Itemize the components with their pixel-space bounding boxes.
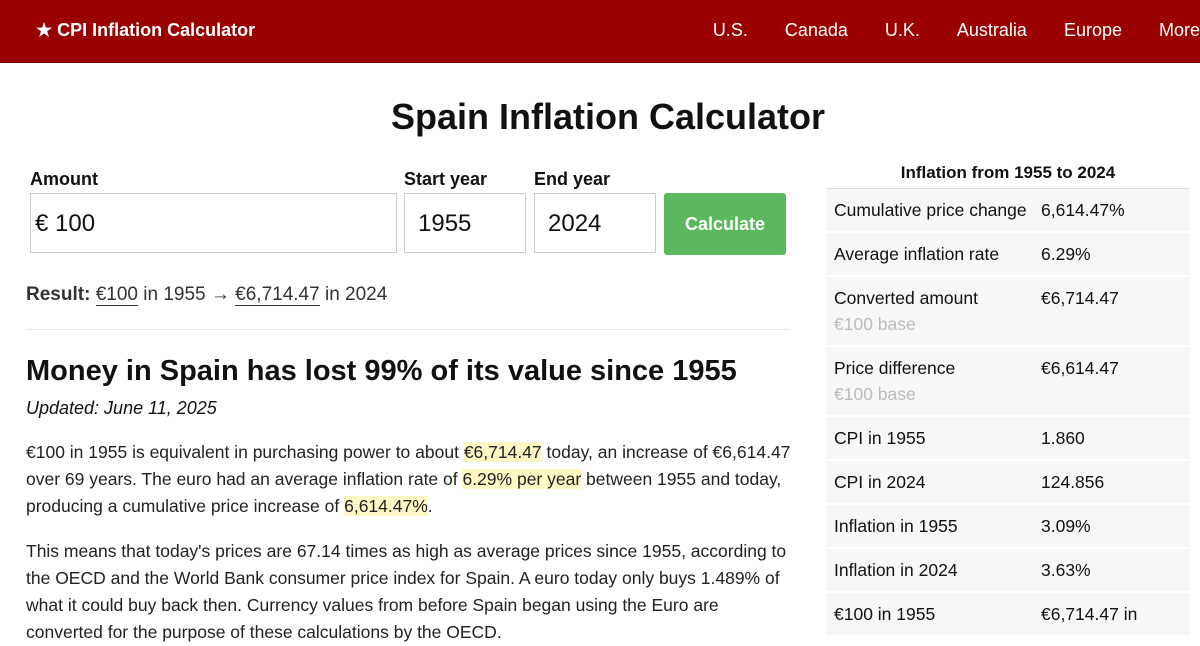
nav-link[interactable]: U.S. [712,20,748,40]
row-label-cell: Cumulative price change [834,197,1041,223]
row-value: 6.29% [1041,244,1091,264]
row-value: €6,614.47 [1041,358,1119,378]
highlight: €6,714.47 [463,442,542,462]
row-label: €100 in 1955 [834,604,936,624]
updated-date: Updated: June 11, 2025 [26,398,217,418]
row-value: €6,714.47 [1041,288,1119,308]
from-amount: €100 [95,284,138,306]
paragraph: €100 in 1955 is equivalent in purchasing… [26,439,792,520]
table-title: Inflation from 1955 to 2024 [826,163,1190,189]
text: €100 in 1955 is equivalent in purchasing… [26,442,464,462]
result: Result: €100 in 1955 → €6,714.47 in 2024 [26,284,387,306]
nav-link[interactable]: Canada [784,20,848,40]
highlight: 6,614.47% [344,496,428,516]
row-label: Converted amount [834,288,978,308]
result-label: Result: [26,284,91,305]
row-value: 1.860 [1041,428,1085,448]
row-label: Inflation in 1955 [834,516,958,536]
table-row: Inflation in 1955 3.09% [826,505,1190,549]
row-note: €100 base [834,384,916,404]
row-label: Cumulative price change [834,200,1027,220]
amount-value: 100 [55,210,96,237]
brand[interactable]: ★ CPI Inflation Calculator [36,20,256,40]
amount-label: Amount [30,169,98,189]
nav-bar: ★ CPI Inflation Calculator U.S. Canada U.K… [0,0,1200,63]
row-note: €100 base [834,314,916,334]
to-amount: €6,714.47 [235,284,320,306]
calculate-button[interactable]: Calculate [664,193,786,255]
row-label-cell: CPI in 1955 [834,425,1041,451]
amount-input[interactable]: € 100 [30,193,397,253]
row-label-cell: Inflation in 2024 [834,557,1041,583]
row-label-cell: Converted amount €100 base [834,285,1041,337]
table-row: Average inflation rate 6.29% [826,233,1190,277]
row-label-cell: €100 in 1955 [834,601,1041,627]
divider [26,329,790,330]
table-row: €100 in 1955 €6,714.47 in [826,593,1190,637]
row-value: 124.856 [1041,472,1105,492]
article-heading: Money in Spain has lost 99% of its value… [26,355,737,387]
row-value: 3.09% [1041,516,1091,536]
table-row: CPI in 1955 1.860 [826,417,1190,461]
row-value: 6,614.47% [1041,200,1125,220]
end-label: End year [534,169,611,189]
table-row: Converted amount €100 base €6,714.47 [826,277,1190,347]
row-label: Average inflation rate [834,244,1000,264]
row-label: Inflation in 2024 [834,560,958,580]
nav-link[interactable]: Australia [956,20,1027,40]
to-year: in 2024 [324,284,388,305]
table-row: Cumulative price change 6,614.47% [826,189,1190,233]
row-label-cell: Price difference €100 base [834,355,1041,407]
summary-table: Inflation from 1955 to 2024 Cumulative p… [826,163,1190,637]
currency: € [35,210,49,237]
table-row: Price difference €100 base €6,614.47 [826,347,1190,417]
page-title: Spain Inflation Calculator [390,96,826,137]
row-value: €6,714.47 in [1041,604,1138,624]
text: today, an increase of €6,614.47 over 69 … [26,442,791,489]
row-label-cell: CPI in 2024 [834,469,1041,495]
end-input[interactable]: 2024 [534,193,656,253]
table-body: Cumulative price change 6,614.47% Average … [826,189,1190,637]
row-label-cell: Average inflation rate [834,241,1041,267]
row-label: CPI in 1955 [834,428,926,448]
table-row: Inflation in 2024 3.63% [826,549,1190,593]
nav-link[interactable]: More [1158,20,1200,40]
row-label: CPI in 2024 [834,472,926,492]
text: . [427,496,433,516]
arrow: → [210,284,230,305]
nav-link[interactable]: U.K. [884,20,920,40]
start-input[interactable]: 1955 [404,193,526,253]
highlight: 6.29% per year [462,469,582,489]
nav-link[interactable]: Europe [1063,20,1122,40]
row-value: 3.63% [1041,560,1091,580]
nav-links: U.S. Canada U.K. Australia Europe More [676,20,1200,41]
start-label: Start year [404,169,488,189]
table-row: CPI in 2024 124.856 [826,461,1190,505]
row-label: Price difference [834,358,956,378]
from-year: in 1955 [143,284,206,305]
text: between 1955 and today, producing a cumu… [26,469,782,516]
row-label-cell: Inflation in 1955 [834,513,1041,539]
